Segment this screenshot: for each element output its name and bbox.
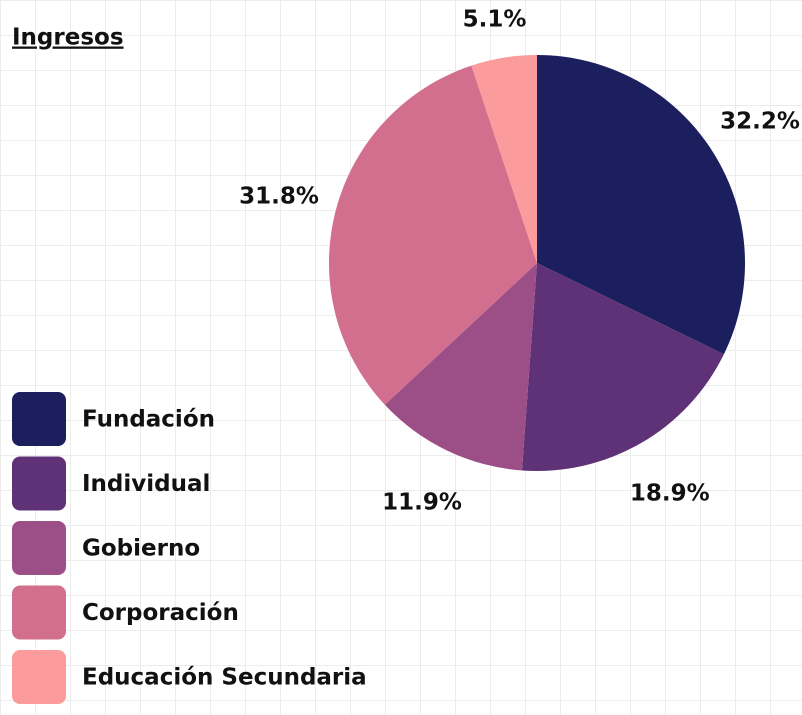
- pie-slice: [537, 55, 746, 355]
- pie-slice: [471, 55, 537, 263]
- slice-label: 32.2%: [720, 108, 800, 134]
- pie-slice: [521, 263, 724, 471]
- pie-slice: [328, 65, 537, 405]
- pie-slice: [384, 263, 537, 471]
- chart-title: Ingresos: [12, 25, 124, 51]
- legend-label: Corporación: [82, 600, 239, 626]
- legend-swatch: [12, 585, 66, 640]
- slice-label: 31.8%: [239, 184, 319, 210]
- legend-swatch: [12, 650, 66, 704]
- slice-label: 11.9%: [382, 490, 462, 516]
- legend-swatch: [12, 521, 66, 575]
- legend-label: Gobierno: [82, 536, 200, 562]
- legend-swatch: [12, 456, 66, 511]
- legend-label: Individual: [82, 471, 210, 497]
- legend-label: Educación Secundaria: [82, 665, 367, 691]
- slice-label: 5.1%: [463, 7, 527, 33]
- legend-label: Fundación: [82, 407, 215, 433]
- slice-label: 18.9%: [630, 480, 710, 506]
- legend-swatch: [12, 392, 66, 446]
